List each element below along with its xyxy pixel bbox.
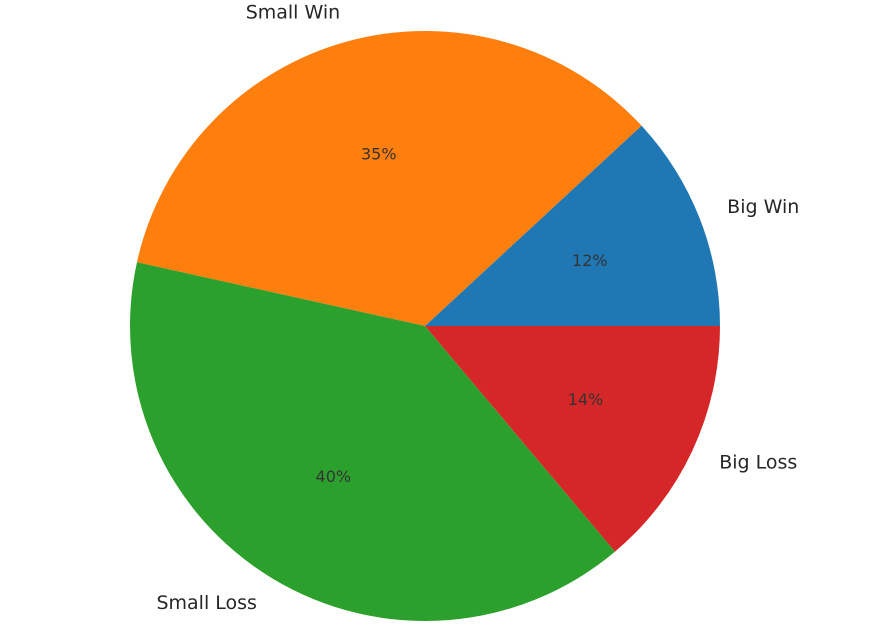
slice-label: Small Win (246, 1, 341, 23)
pie-slice (136, 31, 642, 326)
pie-slice (425, 326, 720, 552)
slice-label: Big Loss (719, 451, 797, 473)
pie-slice (129, 262, 616, 621)
percent-label: 35% (361, 145, 397, 164)
percent-label: 14% (568, 390, 604, 409)
pie-slice (425, 125, 720, 326)
slice-label: Small Loss (156, 592, 256, 614)
percent-label: 12% (572, 251, 608, 270)
percent-label: 40% (316, 467, 352, 486)
slice-label: Big Win (727, 196, 799, 218)
